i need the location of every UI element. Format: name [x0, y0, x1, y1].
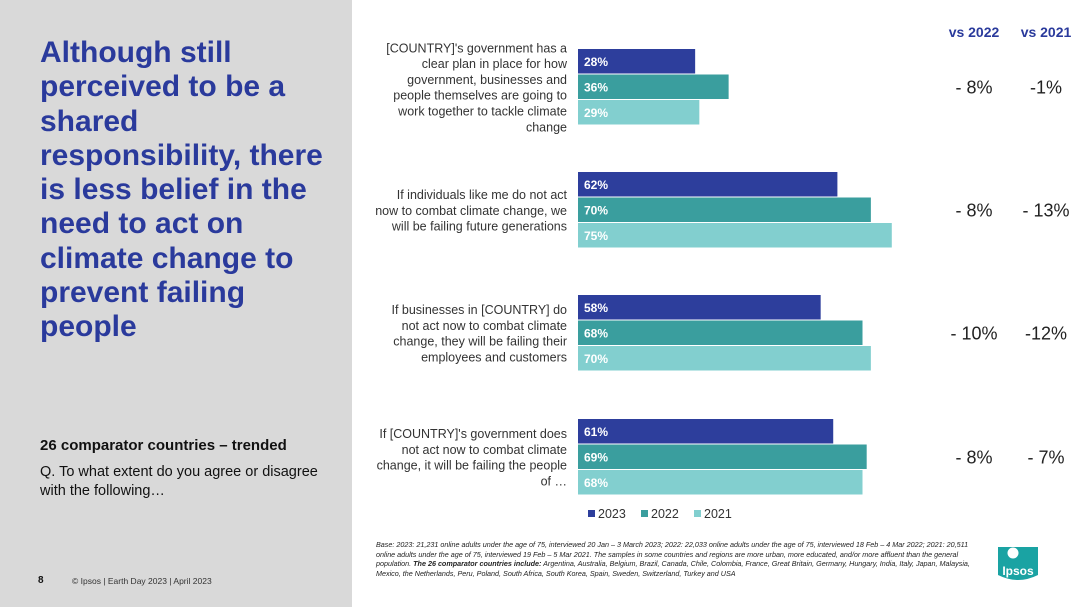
page-title: Although still perceived to be a shared …	[40, 36, 323, 344]
legend-swatch-2021	[694, 510, 701, 517]
left-panel: Although still perceived to be a shared …	[0, 0, 352, 607]
bar-2021-item-3	[578, 346, 871, 371]
survey-question: Q. To what extent do you agree or disagr…	[40, 464, 318, 499]
data-label-2023-item-2: 62%	[584, 178, 608, 192]
base-note-text: Base: 2023: 21,231 online adults under t…	[376, 540, 969, 569]
bar-2021-item-4	[578, 470, 863, 495]
legend-label-2021: 2021	[704, 507, 732, 521]
category-label-2-line-3: will be failing future generations	[391, 220, 567, 234]
page-number: 8	[38, 575, 44, 586]
category-label-4-line-3: change, it will be failing the people	[377, 459, 567, 473]
data-label-2023-item-4: 61%	[584, 425, 608, 439]
bar-2023-item-4	[578, 419, 834, 444]
change-vs-2022-item-2: - 8%	[955, 200, 992, 220]
category-label-3-line-3: change, they will be failing their	[393, 335, 567, 349]
bar-2022-item-2	[578, 197, 871, 222]
section-subtitle: 26 comparator countries – trended	[40, 437, 287, 454]
bar-2022-item-1	[578, 74, 729, 99]
change-vs-2021-item-1: -1%	[1030, 77, 1062, 97]
data-label-2022-item-4: 69%	[584, 450, 608, 464]
data-label-2023-item-1: 28%	[584, 55, 608, 69]
data-label-2021-item-3: 70%	[584, 352, 608, 366]
countries-label: The 26 comparator countries include:	[413, 559, 542, 569]
data-label-2021-item-2: 75%	[584, 229, 608, 243]
bar-2023-item-3	[578, 295, 821, 320]
logo-text: Ipsos	[1002, 564, 1034, 578]
data-label-2022-item-2: 70%	[584, 203, 608, 217]
countries-list: Argentina, Australia, Belgium, Brazil, C…	[376, 559, 970, 578]
legend-swatch-2022	[641, 510, 648, 517]
base-note: Base: 2023: 21,231 online adults under t…	[376, 540, 988, 578]
logo-dot	[1007, 547, 1019, 559]
change-vs-2022-item-3: - 10%	[950, 323, 997, 343]
bar-2022-item-3	[578, 320, 863, 345]
category-label-1-line-6: change	[526, 120, 567, 134]
bar-2023-item-2	[578, 172, 838, 197]
category-label-3-line-2: not act now to combat climate	[402, 319, 567, 333]
bar-2021-item-2	[578, 223, 892, 248]
category-label-1-line-4: people themselves are going to	[393, 89, 567, 103]
category-label-4-line-1: If [COUNTRY]'s government does	[379, 427, 567, 441]
category-label-2-line-2: now to combat climate change, we	[375, 204, 567, 218]
bar-2022-item-4	[578, 444, 867, 469]
category-label-1-line-5: work together to tackle climate	[397, 104, 567, 118]
change-vs-2022-item-4: - 8%	[955, 447, 992, 467]
footer-copyright: © Ipsos | Earth Day 2023 | April 2023	[72, 576, 212, 586]
data-label-2021-item-1: 29%	[584, 106, 608, 120]
change-vs-2022-item-1: - 8%	[955, 77, 992, 97]
change-vs-2021-item-4: - 7%	[1027, 447, 1064, 467]
data-label-2022-item-1: 36%	[584, 80, 608, 94]
change-vs-2021-item-3: -12%	[1025, 323, 1067, 343]
data-label-2021-item-4: 68%	[584, 476, 608, 490]
category-label-2-line-1: If individuals like me do not act	[397, 188, 568, 202]
category-label-4-line-2: not act now to combat climate	[402, 443, 567, 457]
comparison-header-vs-2022: vs 2022	[949, 24, 1000, 40]
category-label-1-line-2: clear plan in place for how	[422, 57, 568, 71]
legend-label-2023: 2023	[598, 507, 626, 521]
category-label-1-line-3: government, businesses and	[407, 73, 567, 87]
data-label-2022-item-3: 68%	[584, 326, 608, 340]
category-label-3-line-1: If businesses in [COUNTRY] do	[391, 303, 567, 317]
category-label-3-line-4: employees and customers	[421, 350, 567, 364]
legend-swatch-2023	[588, 510, 595, 517]
change-vs-2021-item-2: - 13%	[1022, 200, 1069, 220]
ipsos-logo: Ipsos	[998, 547, 1038, 580]
category-label-4-line-4: of …	[541, 474, 567, 488]
bar-chart: vs 2022 vs 2021 [COUNTRY]'s government has…	[375, 24, 1072, 521]
category-label-1-line-1: [COUNTRY]'s government has a	[386, 41, 567, 55]
legend-label-2022: 2022	[651, 507, 679, 521]
comparison-header-vs-2021: vs 2021	[1021, 24, 1072, 40]
data-label-2023-item-3: 58%	[584, 301, 608, 315]
bar-2023-item-1	[578, 49, 696, 74]
bar-2021-item-1	[578, 100, 700, 125]
